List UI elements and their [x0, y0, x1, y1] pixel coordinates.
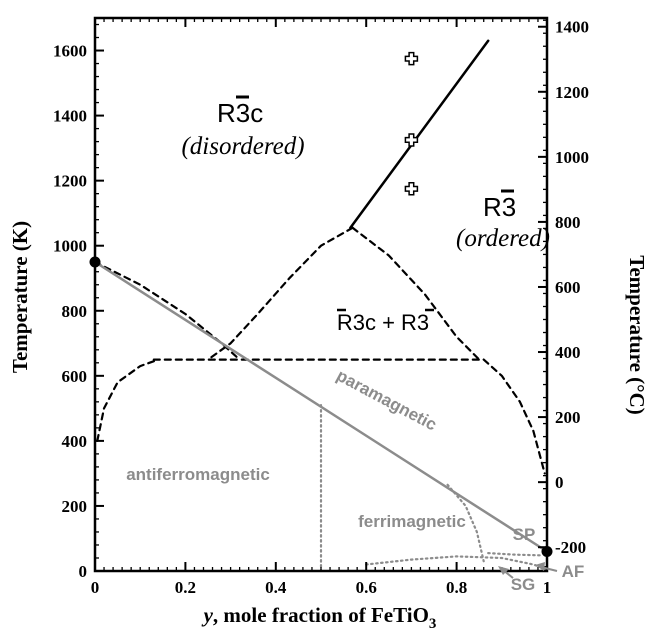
- curve-left-solvus-dashed: [96, 358, 160, 442]
- x-tick-label-3: 0.6: [356, 578, 377, 597]
- y-right-tick-label-1: 0: [555, 473, 564, 492]
- x-axis-label-text: , mole fraction of FeTiO: [213, 603, 429, 627]
- r3c-disordered-label: (disordered): [181, 133, 304, 160]
- y-left-tick-label-1: 200: [62, 497, 88, 516]
- curve-miscibility-gap-right-dashed: [351, 226, 481, 361]
- sg-arrow: [498, 566, 514, 579]
- y-right-tick-label-8: 1400: [555, 18, 589, 37]
- x-axis-label-subscript: 3: [429, 616, 437, 632]
- marker-open-cross-3: [404, 51, 419, 66]
- y-left-tick-label-6: 1200: [53, 172, 87, 191]
- af-arrow: [535, 562, 558, 572]
- y-left-tick-label-3: 600: [62, 367, 88, 386]
- r3-symbol-label: R3: [483, 192, 516, 222]
- x-axis-label-variable: y: [201, 603, 214, 627]
- y-left-tick-label-0: 0: [79, 562, 88, 581]
- y-right-tick-label-5: 800: [555, 213, 581, 232]
- x-tick-label-0: 0: [91, 578, 100, 597]
- y-right-tick-label-4: 600: [555, 278, 581, 297]
- ferrimagnetic-label: ferrimagnetic: [358, 512, 466, 531]
- curve-ferrimagnetic-superparamagnetic-boundary-dotted: [446, 483, 485, 563]
- region-r3: R3 (ordered): [456, 189, 550, 252]
- x-tick-label-4: 0.8: [446, 578, 467, 597]
- x-tick-label-1: 0.2: [175, 578, 196, 597]
- y-left-tick-label-2: 400: [62, 432, 88, 451]
- y-left-tick-label-4: 800: [62, 302, 88, 321]
- r3-ordered-label: (ordered): [456, 225, 550, 252]
- af-label: AF: [562, 562, 585, 581]
- x-axis-label: y, mole fraction of FeTiO3: [201, 603, 437, 632]
- y-left-tick-label-5: 1000: [53, 237, 87, 256]
- axis-ticks: 0 0.2 0.4 0.6 0.8 1 0 200 400 600 800 1000 1200 1400 1…: [53, 18, 589, 597]
- y-right-tick-label-2: 200: [555, 408, 581, 427]
- phase-boundary-curves: [93, 39, 549, 573]
- y-right-tick-label-6: 1000: [555, 148, 589, 167]
- marker-open-cross-4: [404, 133, 419, 147]
- curve-r-3c-boundary-from-y-0-dashed: [93, 260, 241, 361]
- y-left-tick-label-7: 1400: [53, 107, 87, 126]
- antiferromagnetic-label: antiferromagnetic: [126, 465, 270, 484]
- y-right-tick-label-0: -200: [555, 538, 586, 557]
- plot-frame: [93, 16, 549, 573]
- sg-label: SG: [511, 575, 536, 594]
- region-two-phase: R3c + R3: [337, 308, 434, 335]
- x-tick-label-2: 0.4: [265, 578, 287, 597]
- r3c-symbol-label: R3c: [217, 98, 263, 128]
- y-right-tick-label-3: 400: [555, 343, 581, 362]
- y-axis-left-label: Temperature (K): [8, 221, 32, 373]
- y-left-tick-label-8: 1600: [53, 42, 87, 61]
- curve-right-solvus-dashed: [482, 358, 546, 475]
- two-phase-label: R3c + R3: [337, 310, 429, 335]
- region-r3c: R3c (disordered): [181, 95, 305, 160]
- marker-open-cross-5: [404, 182, 419, 196]
- y-axis-right-label: Temperature (°C): [625, 255, 649, 414]
- curve-sp-af-boundary-dotted: [487, 552, 544, 557]
- curve-miscibility-gap-left-dashed: [206, 226, 354, 361]
- y-right-tick-label-7: 1200: [555, 83, 589, 102]
- x-tick-label-5: 1: [543, 578, 552, 597]
- curve-order-disorder-transition-solid: [349, 39, 490, 230]
- sp-label: SP: [513, 525, 536, 544]
